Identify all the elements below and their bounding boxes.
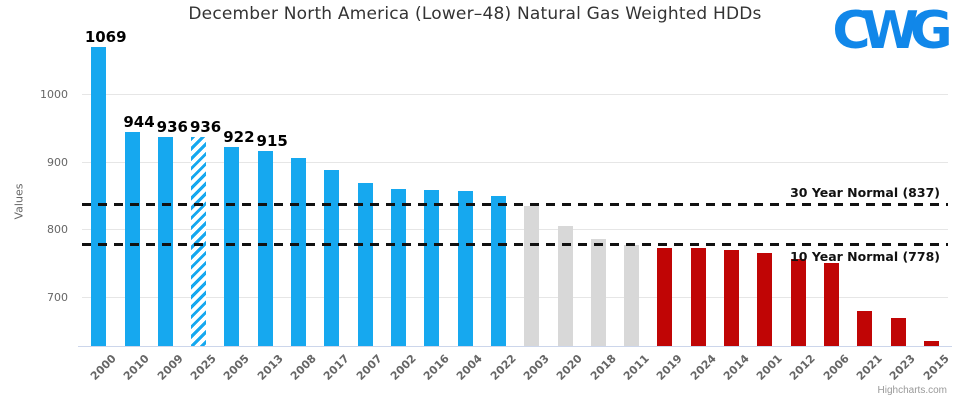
- bar-2008[interactable]: [291, 158, 306, 346]
- plot-line-10yr-label: 10 Year Normal (778): [790, 249, 940, 265]
- gridline-800: [82, 229, 948, 231]
- x-label-2017: 2017: [321, 352, 353, 383]
- bar-2013[interactable]: [257, 151, 273, 346]
- x-label-2012: 2012: [787, 352, 819, 383]
- bar-2025[interactable]: [191, 137, 207, 346]
- cwg-logo-icon: CWG: [832, 1, 953, 61]
- x-label-2013: 2013: [254, 352, 286, 383]
- x-label-2002: 2002: [387, 352, 419, 383]
- x-label-2010: 2010: [121, 352, 153, 383]
- y-tick-700: 700: [47, 291, 68, 305]
- bar-2022[interactable]: [490, 195, 506, 346]
- bar-2018[interactable]: [590, 238, 606, 346]
- value-label-2005: 922: [223, 127, 255, 146]
- x-label-2021: 2021: [854, 352, 885, 383]
- bar-2004[interactable]: [457, 191, 473, 346]
- x-label-2011: 2011: [620, 352, 652, 383]
- bar-2021[interactable]: [857, 310, 873, 346]
- x-label-2023: 2023: [887, 352, 919, 383]
- bar-2014[interactable]: [724, 249, 739, 346]
- bar-2000[interactable]: [91, 47, 107, 346]
- x-label-2003: 2003: [521, 352, 552, 383]
- plot-line-30yr-label: 30 Year Normal (837): [790, 185, 940, 201]
- gridline-700: [82, 297, 948, 299]
- x-label-2009: 2009: [154, 352, 186, 383]
- value-label-2009: 936: [156, 118, 188, 137]
- y-tick-900: 900: [47, 155, 68, 169]
- bar-2002[interactable]: [390, 188, 406, 346]
- x-label-2025: 2025: [187, 352, 219, 383]
- x-label-2008: 2008: [287, 352, 319, 383]
- bar-2005[interactable]: [224, 146, 240, 346]
- x-label-2022: 2022: [487, 352, 519, 383]
- value-label-2013: 915: [256, 132, 288, 151]
- bar-2015[interactable]: [923, 341, 939, 346]
- x-label-2016: 2016: [421, 352, 452, 383]
- gridline-900: [82, 161, 948, 163]
- x-label-2019: 2019: [654, 352, 686, 383]
- cwg-logo-text: CWG: [832, 1, 949, 61]
- x-label-2007: 2007: [354, 352, 386, 383]
- bar-2011[interactable]: [624, 245, 640, 346]
- x-label-2015: 2015: [920, 352, 952, 383]
- x-label-2014: 2014: [720, 352, 752, 383]
- x-label-2004: 2004: [454, 352, 486, 383]
- bar-2001[interactable]: [757, 253, 773, 346]
- x-label-2005: 2005: [221, 352, 253, 383]
- value-label-2025: 936: [189, 118, 222, 137]
- chart-title: December North America (Lower–48) Natura…: [188, 4, 762, 24]
- x-label-2024: 2024: [687, 352, 719, 383]
- x-label-2000: 2000: [88, 352, 119, 383]
- bar-2019[interactable]: [657, 248, 673, 346]
- x-label-2006: 2006: [820, 352, 852, 383]
- gridline-1000: [82, 93, 948, 95]
- x-label-2001: 2001: [754, 352, 786, 383]
- bar-2016[interactable]: [424, 190, 440, 346]
- plot-line-10yr: [82, 242, 948, 246]
- y-tick-800: 800: [47, 223, 68, 237]
- bar-2006[interactable]: [823, 262, 839, 346]
- x-label-2018: 2018: [587, 352, 619, 383]
- value-label-2010: 944: [123, 112, 155, 131]
- bar-2023[interactable]: [890, 317, 906, 346]
- bar-2009[interactable]: [157, 137, 173, 346]
- value-label-2000: 1069: [84, 28, 127, 46]
- bar-2003[interactable]: [524, 205, 540, 346]
- y-tick-1000: 1000: [40, 87, 68, 101]
- bar-2012[interactable]: [790, 258, 806, 346]
- highcharts-credit-link[interactable]: Highcharts.com: [877, 385, 947, 396]
- bar-2010[interactable]: [124, 131, 140, 346]
- bar-2017[interactable]: [324, 169, 340, 346]
- x-axis-line: [78, 346, 952, 347]
- x-label-2020: 2020: [554, 352, 586, 383]
- bar-2024[interactable]: [690, 248, 706, 346]
- bar-2020[interactable]: [557, 226, 573, 346]
- bar-2007[interactable]: [357, 182, 373, 346]
- plot-line-30yr: [82, 202, 948, 206]
